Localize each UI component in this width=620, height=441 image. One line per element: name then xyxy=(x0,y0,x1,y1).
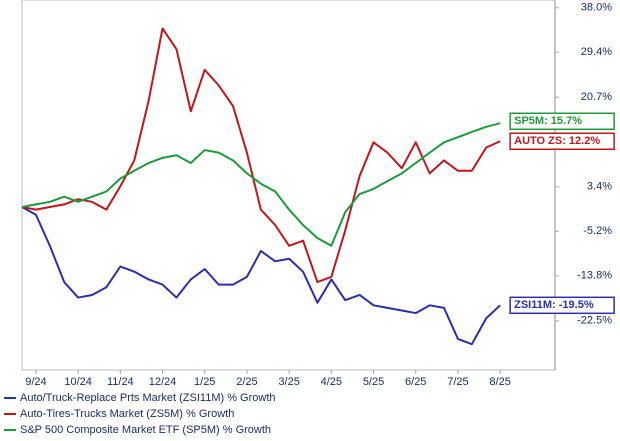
series-line xyxy=(21,206,501,346)
x-tick-label: 9/24 xyxy=(25,376,46,388)
end-label: SP5M: 15.7% xyxy=(514,115,582,127)
legend-label: Auto/Truck-Replace Prts Market (ZSI11M) … xyxy=(20,392,276,404)
x-tick-label: 7/25 xyxy=(447,376,468,388)
x-tick-label: 6/25 xyxy=(405,376,426,388)
end-label: ZSI11M: -19.5% xyxy=(514,299,594,311)
end-label-box xyxy=(509,296,615,315)
x-tick-label: 12/24 xyxy=(149,376,177,388)
legend-label: S&P 500 Composite Market ETF (SP5M) % Gr… xyxy=(20,424,271,436)
x-tick-label: 4/25 xyxy=(321,376,342,388)
y-tick-label: -13.8% xyxy=(577,270,612,282)
y-tick-label: -22.5% xyxy=(577,315,612,327)
series-line xyxy=(21,27,501,284)
series-line xyxy=(21,122,501,247)
legend-label: Auto-Tires-Trucks Market (ZS5M) % Growth xyxy=(20,408,234,420)
x-tick-label: 3/25 xyxy=(278,376,299,388)
x-tick-label: 2/25 xyxy=(236,376,257,388)
end-label: AUTO ZS: 12.2% xyxy=(514,135,600,147)
y-tick-label: 38.0% xyxy=(581,2,612,14)
y-tick-label: -5.2% xyxy=(583,225,612,237)
y-tick-label: 20.7% xyxy=(581,91,612,103)
x-tick-label: 1/25 xyxy=(194,376,215,388)
x-tick-label: 10/24 xyxy=(64,376,92,388)
y-tick-label: 3.4% xyxy=(587,181,612,193)
plot-area xyxy=(21,0,556,371)
end-label-box xyxy=(509,112,615,131)
y-tick-label: 29.4% xyxy=(581,46,612,58)
x-tick-label: 8/25 xyxy=(489,376,510,388)
x-tick-label: 11/24 xyxy=(107,376,134,388)
end-label-box xyxy=(509,132,615,151)
x-tick-label: 5/25 xyxy=(363,376,384,388)
